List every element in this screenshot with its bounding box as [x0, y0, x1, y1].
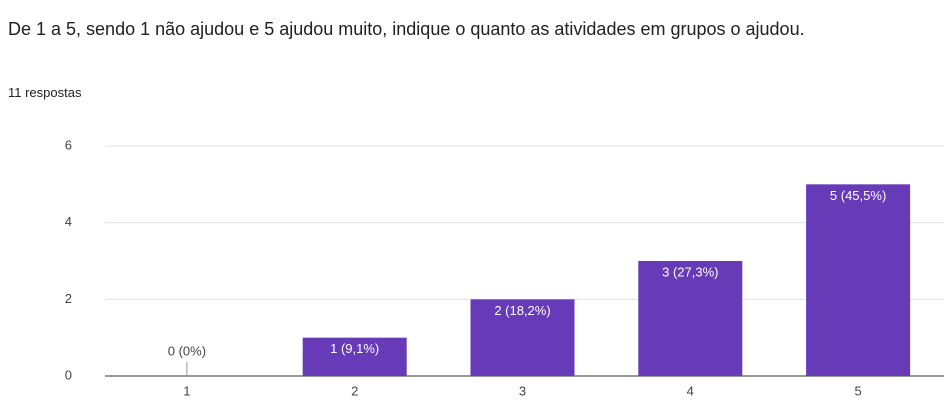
bar: [302, 337, 407, 376]
value-label: 3 (27,3%): [662, 264, 718, 279]
value-label: 1 (9,1%): [330, 341, 379, 356]
x-tick-label: 5: [854, 383, 861, 398]
x-tick-label: 4: [687, 383, 694, 398]
response-count: 11 respostas: [8, 85, 82, 100]
y-tick-label: 0: [65, 367, 72, 382]
x-tick-label: 1: [183, 383, 190, 398]
x-tick-label: 2: [351, 383, 358, 398]
y-tick-label: 4: [65, 214, 72, 229]
value-label: 5 (45,5%): [830, 188, 886, 203]
y-tick-label: 2: [65, 291, 72, 306]
value-label: 0 (0%): [168, 343, 206, 358]
bar: [470, 299, 575, 376]
value-label: 2 (18,2%): [494, 303, 550, 318]
y-tick-label: 6: [65, 137, 72, 152]
x-tick-label: 3: [519, 383, 526, 398]
question-title: De 1 a 5, sendo 1 não ajudou e 5 ajudou …: [8, 19, 805, 39]
bar: [806, 184, 911, 376]
bar: [638, 261, 743, 376]
